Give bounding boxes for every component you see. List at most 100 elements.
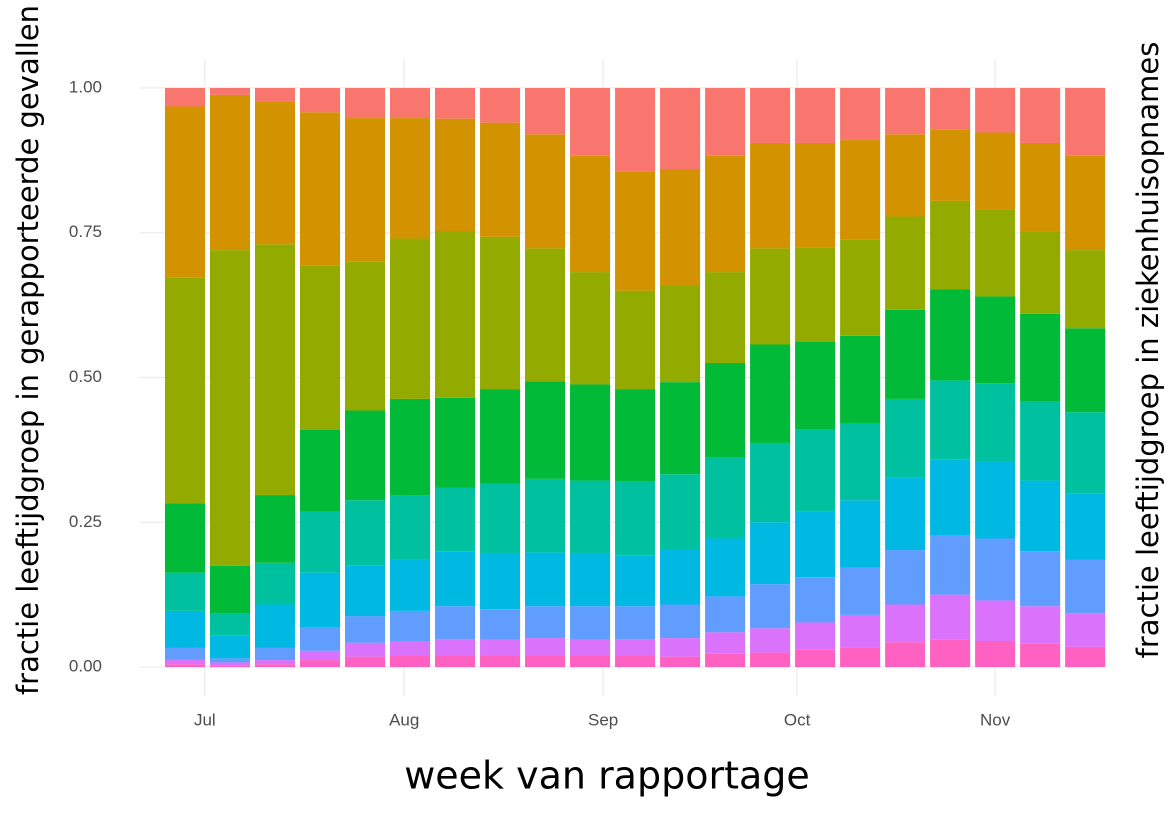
bar-segment (164, 572, 206, 611)
bar-segment (345, 656, 386, 668)
y-tick-label: 0.50 (69, 367, 102, 386)
x-axis-title: week van rapportage (404, 754, 810, 798)
bar-segment (795, 649, 836, 668)
bar-segment (975, 640, 1016, 668)
bar-segment (345, 118, 386, 262)
bar-segment (885, 216, 926, 310)
bar-segment (1020, 87, 1061, 143)
bar-segment (300, 650, 341, 661)
bar-segment (435, 655, 476, 668)
y-tick-label: 1.00 (69, 77, 102, 96)
bar-segment (750, 248, 791, 345)
bar-segment (164, 659, 206, 665)
bar-segment (1065, 87, 1106, 156)
bar-segment (1065, 646, 1106, 668)
bar-segment (750, 142, 791, 249)
bar-segment (254, 495, 296, 563)
bar-segment (975, 600, 1016, 641)
bar-segment (1065, 328, 1106, 413)
bar-segment (300, 87, 341, 113)
bar-segment (345, 261, 386, 411)
bar-segment (480, 655, 521, 668)
bar-segment (1020, 231, 1061, 314)
bar-segment (525, 134, 566, 249)
bar-segment (840, 239, 881, 336)
bar-segment (570, 606, 611, 640)
bar-segment (795, 142, 836, 248)
bar-segment (435, 639, 476, 656)
bar-segment (705, 653, 746, 668)
bar-segment (840, 423, 881, 501)
bar-segment (435, 487, 476, 552)
bar-segment (975, 209, 1016, 297)
bar-segment (1020, 643, 1061, 668)
bar-segment (975, 87, 1016, 133)
bar-segment (615, 87, 656, 172)
bar-segment (254, 660, 296, 665)
bar-segment (345, 565, 386, 617)
bar-segment (209, 87, 251, 95)
bar-segment (570, 552, 611, 607)
bar-segment (930, 639, 971, 668)
bar-segment (705, 155, 746, 273)
bar-segment (705, 272, 746, 364)
bar-segment (254, 604, 296, 648)
bar-segment (390, 87, 431, 119)
bar-segment (615, 639, 656, 656)
bar-segment (750, 652, 791, 668)
bar-segment (435, 230, 476, 398)
bar-segment (390, 495, 431, 560)
bar-segment (435, 118, 476, 231)
bar-segment (660, 286, 701, 383)
bar-segment (345, 616, 386, 643)
bar-segment (750, 584, 791, 629)
bar-segment (300, 265, 341, 430)
bar-segment (1065, 493, 1106, 560)
bar-segment (705, 457, 746, 539)
bar-segment (660, 474, 701, 550)
bar-segment (660, 604, 701, 639)
bar-segment (480, 483, 521, 553)
bar-segment (930, 535, 971, 595)
bar-segment (300, 660, 341, 668)
bar-segment (750, 628, 791, 653)
x-tick-label: Oct (784, 710, 811, 729)
bar-segment (525, 606, 566, 639)
bar-segment (885, 477, 926, 551)
bar-segment (164, 647, 206, 660)
bar-segment (1065, 155, 1106, 251)
bar-segment (660, 382, 701, 475)
bar-segment (480, 87, 521, 123)
bar-segment (885, 550, 926, 605)
bar-segment (254, 87, 296, 102)
bar-segment (390, 398, 431, 496)
bar-segment (840, 647, 881, 668)
bar-segment (525, 248, 566, 382)
bar-segment (885, 642, 926, 668)
bar-segment (300, 627, 341, 651)
bar-segment (1020, 606, 1061, 644)
bar-segment (480, 122, 521, 237)
y-tick-label: 0.00 (69, 657, 102, 676)
bar-segment (1065, 250, 1106, 329)
bar-segment (1065, 412, 1106, 494)
bar-segment (705, 596, 746, 633)
bar-segment (705, 632, 746, 654)
bar-segment (300, 511, 341, 573)
bar-segment (975, 383, 1016, 462)
bar-segment (209, 565, 251, 614)
bar-segment (209, 662, 251, 666)
bar-segment (840, 87, 881, 141)
bar-segment (705, 538, 746, 597)
bar-segment (795, 341, 836, 430)
bar-segment (164, 664, 206, 668)
x-tick-label: Aug (389, 710, 419, 729)
bar-segment (570, 655, 611, 668)
bar-segment (525, 87, 566, 135)
bar-segment (480, 639, 521, 656)
bar-segment (795, 577, 836, 623)
bar-segment (930, 594, 971, 640)
bar-segment (164, 87, 206, 107)
bar-segment (660, 169, 701, 287)
